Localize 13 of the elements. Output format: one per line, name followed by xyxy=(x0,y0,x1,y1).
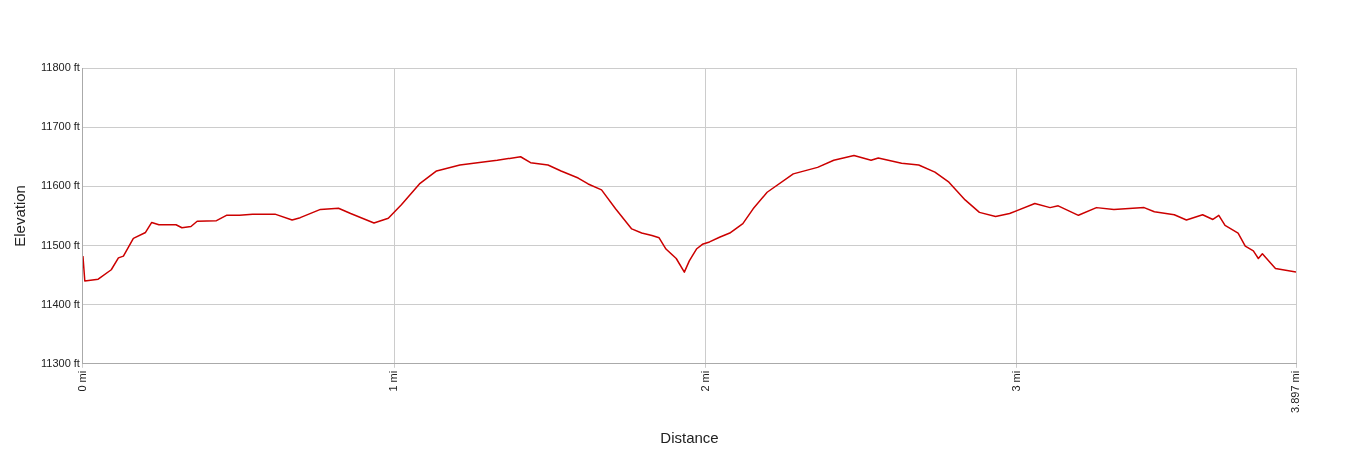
x-tick-label: 3 mi xyxy=(1009,370,1022,392)
x-tick-label: 1 mi xyxy=(387,370,400,392)
x-tick-label: 3.897 mi xyxy=(1289,370,1302,414)
y-tick-label: 11700 ft xyxy=(40,120,80,133)
y-tick-label: 11300 ft xyxy=(40,356,80,369)
y-tick-label: 11400 ft xyxy=(40,297,80,310)
y-axis-title: Elevation xyxy=(11,185,29,247)
y-tick-label: 11600 ft xyxy=(40,179,80,192)
x-tick-label: 0 mi xyxy=(75,370,88,392)
y-tick-label: 11800 ft xyxy=(40,61,80,74)
x-tick-label: 2 mi xyxy=(698,370,711,392)
y-tick-label: 11500 ft xyxy=(40,238,80,251)
x-axis-title: Distance xyxy=(660,429,719,447)
